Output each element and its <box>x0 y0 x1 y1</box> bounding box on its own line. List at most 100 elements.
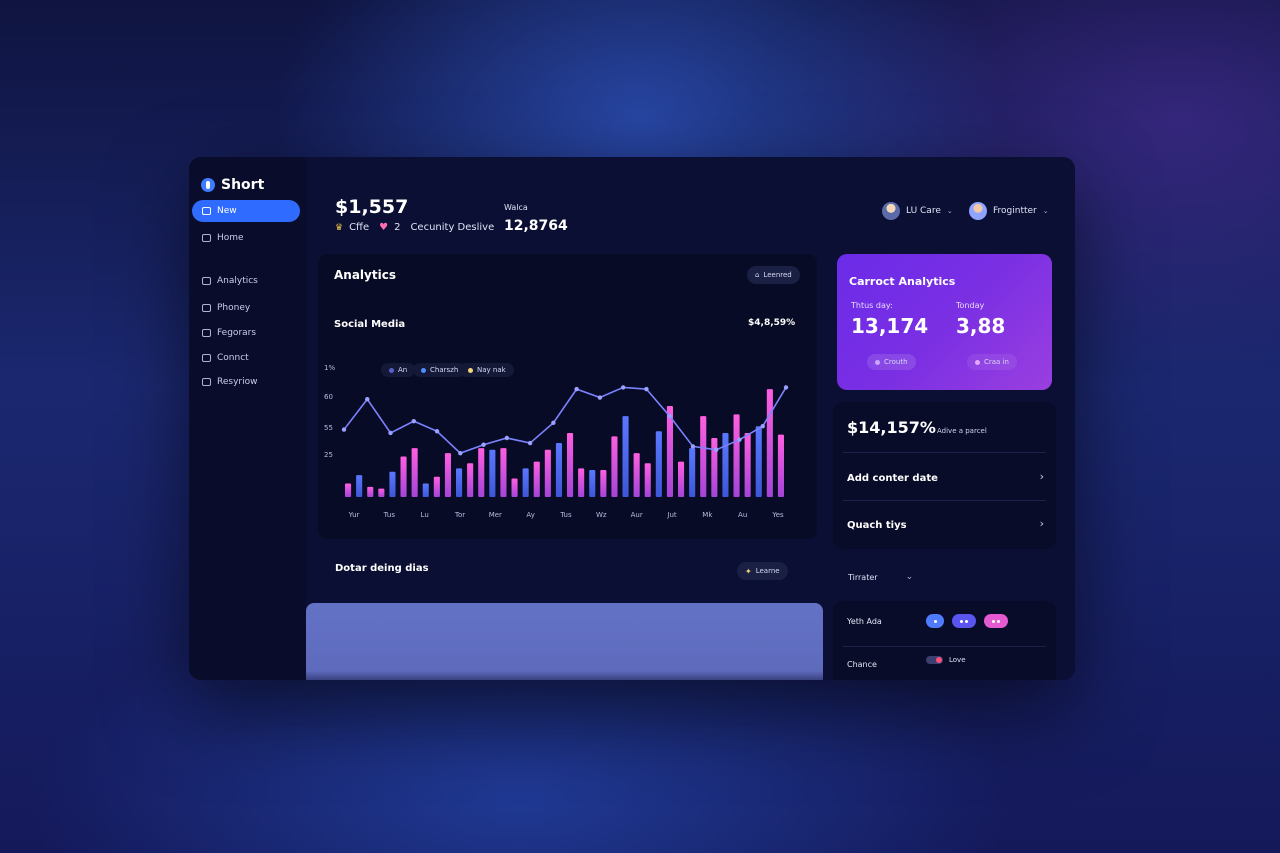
love-toggle[interactable]: Love <box>926 656 966 664</box>
chart-line-point[interactable] <box>574 386 579 392</box>
chart-bar[interactable] <box>378 488 385 497</box>
settings-card: Yeth Ada Chance Love <box>833 601 1056 680</box>
chart-bar[interactable] <box>345 483 352 497</box>
chart-line-point[interactable] <box>527 440 533 446</box>
chart-bar[interactable] <box>522 468 529 497</box>
chart-line-point[interactable] <box>597 395 603 400</box>
chart-bar[interactable] <box>733 414 740 497</box>
section2-button-label: Learne <box>755 567 780 575</box>
chart-bar[interactable] <box>367 486 374 497</box>
app-window: Short New Home Analytics Phoney Fegorars… <box>189 157 1075 680</box>
chart-bar[interactable] <box>655 431 662 497</box>
sidebar-item-resyriow[interactable]: Resyriow <box>192 371 300 393</box>
user-name-2: Frogintter <box>993 206 1037 216</box>
chart-bar[interactable] <box>777 434 784 497</box>
sidebar-item-analytics[interactable]: Analytics <box>192 270 300 292</box>
chart-bar[interactable] <box>478 448 485 497</box>
chart-line-point[interactable] <box>458 450 463 456</box>
chart-bar[interactable] <box>722 432 729 497</box>
toggle-switch[interactable] <box>926 656 943 664</box>
chart-bar[interactable] <box>533 461 540 497</box>
sidebar-item-label: New <box>217 206 237 216</box>
chart-bar[interactable] <box>600 470 607 497</box>
sidebar-item-phoney[interactable]: Phoney <box>192 297 300 319</box>
chart-bar[interactable] <box>633 453 640 497</box>
chart-line-point[interactable] <box>365 397 370 402</box>
chart-bar[interactable] <box>433 476 440 497</box>
chart-bar[interactable] <box>578 468 585 497</box>
chart-bar[interactable] <box>555 443 562 497</box>
chart-bar[interactable] <box>511 478 518 497</box>
chart-line-point[interactable] <box>388 430 393 436</box>
brand[interactable]: Short <box>201 177 264 193</box>
chart-line-point[interactable] <box>481 442 486 447</box>
folder-icon <box>202 329 211 337</box>
x-tick-label: Mk <box>702 511 713 519</box>
chart-bar[interactable] <box>766 389 773 497</box>
chat-icon[interactable] <box>926 614 944 628</box>
chart-bar[interactable] <box>456 468 463 497</box>
sidebar-item-home[interactable]: Home <box>192 227 300 249</box>
settings-row-1-chips <box>926 614 1008 628</box>
chart-line-point[interactable] <box>690 444 696 449</box>
chart-line-point[interactable] <box>737 437 742 442</box>
more-icon[interactable] <box>984 614 1008 628</box>
sidebar-item-new[interactable]: New <box>192 200 300 222</box>
stats-row-2[interactable]: Quach tiys › <box>833 501 1056 547</box>
carrot-tag-label: Craa in <box>984 358 1009 366</box>
chart-line-point[interactable] <box>760 424 765 429</box>
chart-line-point[interactable] <box>644 386 649 392</box>
chart-bar[interactable] <box>400 456 407 497</box>
chart-line-point[interactable] <box>411 418 416 424</box>
chart-bar[interactable] <box>611 436 618 497</box>
chart-line-point[interactable] <box>434 429 440 434</box>
section2-button[interactable]: ✦ Learne <box>737 562 788 580</box>
chart-bar[interactable] <box>711 438 718 497</box>
stats-row-1[interactable]: Add conter date › <box>833 453 1056 499</box>
chart-line-point[interactable] <box>341 427 347 432</box>
chart-bar[interactable] <box>467 463 474 497</box>
user-menu-2[interactable]: Frogintter ⌄ <box>969 202 1049 220</box>
chart-line-point[interactable] <box>551 420 556 426</box>
legend-item-3[interactable]: Nay nak <box>460 363 514 377</box>
chart-bar[interactable] <box>644 463 651 497</box>
chart-line-point[interactable] <box>620 385 626 390</box>
chart-bar[interactable] <box>444 453 451 497</box>
chart-bar[interactable] <box>700 416 707 497</box>
chart-bar[interactable] <box>422 483 429 497</box>
chart-line-point[interactable] <box>714 447 719 452</box>
x-tick-label: Au <box>738 511 747 519</box>
lock-icon: ⌂ <box>755 271 760 279</box>
legend-item-2[interactable]: Charszh <box>413 363 467 377</box>
carrot-label-2: Tonday <box>956 301 985 310</box>
chart-bar[interactable] <box>589 470 596 497</box>
carrot-label-1: Thtus day: <box>851 301 893 310</box>
chart-bar[interactable] <box>500 448 507 497</box>
chart-bar[interactable] <box>544 449 551 497</box>
chart-bar[interactable] <box>411 448 418 497</box>
chart-line-point[interactable] <box>783 385 789 390</box>
analytics-action-button[interactable]: ⌂ Leenred <box>747 266 800 284</box>
chart-bar[interactable] <box>666 405 673 497</box>
carrot-tag-1[interactable]: Crouth <box>867 354 916 370</box>
chart-bar[interactable] <box>689 448 696 497</box>
chart-bar[interactable] <box>678 461 685 497</box>
chart-line-point[interactable] <box>504 435 510 441</box>
analytics-card: Analytics ⌂ Leenred Social Media $4,8,59… <box>318 254 817 539</box>
chat-bubbles-icon[interactable] <box>952 614 976 628</box>
stats-value: $14,157% <box>847 418 936 437</box>
chart-bar[interactable] <box>622 416 629 497</box>
filter-dropdown[interactable]: Tirrater ⌄ <box>848 572 913 582</box>
chart-bar[interactable] <box>389 471 396 497</box>
chart-bar[interactable] <box>489 449 496 497</box>
chart-bar[interactable] <box>356 475 363 497</box>
chart-bar[interactable] <box>755 426 762 497</box>
sidebar-item-fegorars[interactable]: Fegorars <box>192 322 300 344</box>
carrot-tag-2[interactable]: Craa in <box>967 354 1017 370</box>
sidebar-item-connct[interactable]: Connct <box>192 347 300 369</box>
chart-bar[interactable] <box>567 432 574 497</box>
user-menu-1[interactable]: LU Care ⌄ <box>882 202 953 220</box>
legend-item-1[interactable]: An <box>381 363 416 377</box>
chart-bar[interactable] <box>744 432 751 497</box>
chart-line-point[interactable] <box>667 413 672 419</box>
